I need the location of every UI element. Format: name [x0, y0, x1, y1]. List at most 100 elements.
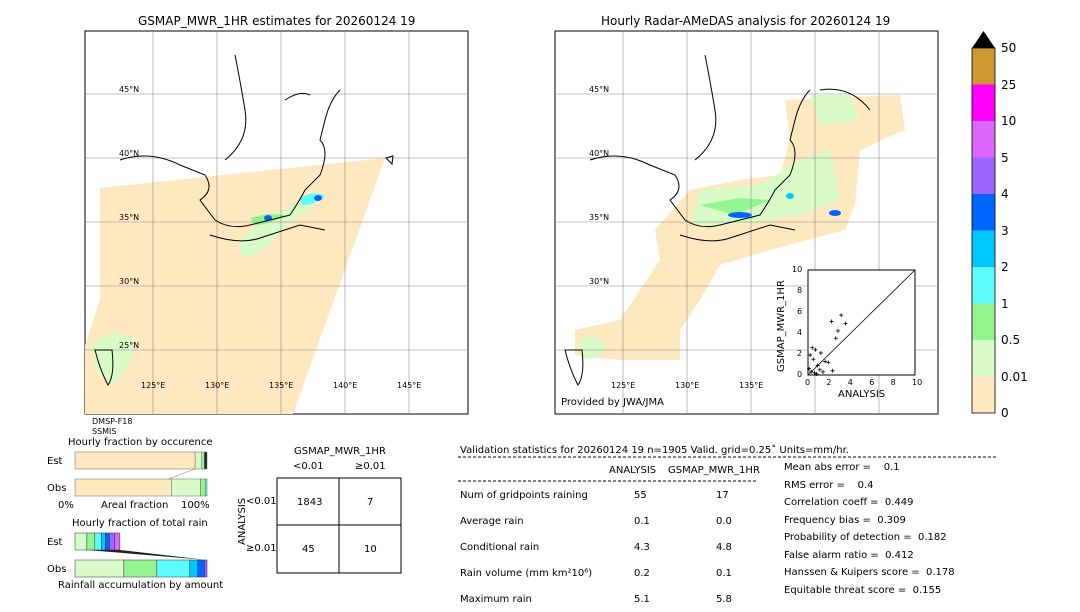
- stats-row-gsmap: 17: [716, 490, 729, 501]
- scatter-xtick: 2: [826, 378, 832, 387]
- stats-row-label: Conditional rain: [460, 542, 540, 553]
- left_map-lon-label: 130°E: [205, 381, 230, 390]
- stats-header: Validation statistics for 20260124 19 n=…: [460, 445, 849, 456]
- right_map-lon-label: 135°E: [739, 381, 764, 390]
- right_map-lat-label: 30°N: [589, 277, 610, 286]
- scatter-ytick: 2: [797, 349, 803, 358]
- stats-row-gsmap: 0.1: [716, 568, 732, 579]
- scatter-point: [808, 353, 813, 358]
- rain-obs-label: Obs: [47, 564, 67, 575]
- left-map: [84, 30, 469, 415]
- scatter-xtick: 6: [869, 378, 875, 387]
- scatter-xtick: 8: [890, 378, 896, 387]
- scatter-point: [830, 368, 835, 373]
- occ-tick-0: 0%: [58, 500, 74, 511]
- scatter-point: [815, 363, 820, 368]
- stats-col-gsmap: GSMAP_MWR_1HR: [668, 465, 760, 476]
- stats-col-analysis: ANALYSIS: [609, 465, 657, 476]
- score-line: Mean abs error = 0.1: [784, 462, 900, 473]
- score-line: False alarm ratio = 0.412: [784, 549, 914, 561]
- scatter-point: [817, 367, 822, 372]
- scatter-point: [823, 359, 828, 364]
- rain-segment: [204, 559, 208, 578]
- colorbar-bin: [972, 303, 995, 340]
- ct-row-1: ≥0.01: [246, 543, 277, 554]
- left_map-lon-label: 140°E: [333, 381, 358, 390]
- scatter-point: [835, 328, 840, 333]
- stats-row-analysis: 5.1: [634, 594, 650, 605]
- left_map-lon-label: 135°E: [269, 381, 294, 390]
- colorbar-bin: [972, 84, 995, 121]
- stats-row-label: Rain volume (mm km²10⁶): [460, 568, 593, 579]
- scatter-point: [813, 347, 818, 352]
- scatter-xtick: 4: [847, 378, 853, 387]
- occurrence-bars: [74, 451, 208, 497]
- scatter-point: [833, 336, 838, 341]
- stats-row-analysis: 55: [634, 490, 647, 501]
- colorbar: [971, 31, 996, 414]
- stats-row-label: Num of gridpoints raining: [460, 490, 588, 501]
- scatter-ytick: 0: [797, 370, 803, 379]
- scatter-point: [809, 369, 814, 374]
- colorbar-label: 0: [1001, 406, 1009, 420]
- scatter-ylabel: GSMAP_MWR_1HR: [776, 280, 787, 372]
- occurrence-segment: [74, 478, 172, 497]
- stats-row-gsmap: 5.8: [716, 594, 732, 605]
- colorbar-bin: [972, 48, 995, 85]
- colorbar-over-triangle: [972, 31, 995, 48]
- rain-segment: [105, 532, 110, 551]
- scatter-point: [807, 366, 812, 371]
- left_map-lon-label: 145°E: [397, 381, 422, 390]
- score-line: Equitable threat score = 0.155: [784, 584, 942, 596]
- right-map-title: Hourly Radar-AMeDAS analysis for 2026012…: [601, 14, 891, 28]
- occ-xlabel: Areal fraction: [101, 500, 169, 511]
- ct-col-0: <0.01: [293, 461, 324, 472]
- rain-title: Hourly fraction of total rain: [72, 518, 208, 529]
- colorbar-label: 0.01: [1001, 369, 1028, 384]
- stats-row-label: Average rain: [460, 516, 524, 527]
- left-map-title: GSMAP_MWR_1HR estimates for 20260124 19: [138, 14, 416, 28]
- colorbar-bin: [972, 121, 995, 158]
- colorbar-label: 5: [1001, 150, 1009, 165]
- right_map-lon-label: 125°E: [611, 381, 636, 390]
- left_map-lat-label: 25°N: [119, 341, 140, 350]
- stats-row-analysis: 0.1: [634, 516, 650, 527]
- colorbar-bin: [972, 157, 995, 194]
- scatter-point: [829, 319, 834, 324]
- ct-cell: 10: [364, 544, 377, 555]
- occurrence-segment: [201, 451, 205, 470]
- scatter-ytick: 8: [797, 286, 803, 295]
- colorbar-bin: [972, 230, 995, 267]
- left_map-lat-label: 35°N: [119, 213, 140, 222]
- right_map-lat-label: 40°N: [589, 149, 610, 158]
- score-line: Hanssen & Kuipers score = 0.178: [784, 567, 955, 578]
- occurrence-segment: [200, 478, 206, 497]
- colorbar-bin: [972, 340, 995, 377]
- rain-segment: [156, 559, 191, 578]
- colorbar-label: 3: [1001, 223, 1009, 238]
- colorbar-label: 25: [1001, 77, 1017, 92]
- rain-segment: [197, 559, 205, 578]
- scatter-inset: [807, 269, 916, 376]
- rain-connector: [87, 550, 207, 560]
- sensor-label: DMSP-F18 SSMIS: [92, 417, 133, 436]
- scatter-xtick: 0: [805, 378, 811, 387]
- colorbar-label: 2: [1001, 260, 1009, 274]
- right_map-lon-label: 130°E: [675, 381, 700, 390]
- ct-cell: 7: [367, 497, 374, 508]
- colorbar-bin: [972, 194, 995, 231]
- left_map-lat-label: 40°N: [119, 149, 140, 158]
- score-line: RMS error = 0.4: [784, 479, 874, 491]
- rain-segment: [94, 532, 102, 551]
- colorbar-bin: [972, 376, 995, 413]
- scatter-point: [818, 350, 823, 355]
- rain-est-label: Est: [47, 537, 63, 548]
- scatter-point: [810, 345, 815, 350]
- coastline: [564, 54, 871, 386]
- scatter-xtick: 10: [912, 378, 923, 387]
- ct-col-1: ≥0.01: [355, 461, 386, 472]
- occ-obs-label: Obs: [47, 483, 67, 494]
- rain-segment: [123, 559, 158, 578]
- rain-segment: [109, 532, 115, 551]
- scatter-ytick: 10: [792, 265, 803, 274]
